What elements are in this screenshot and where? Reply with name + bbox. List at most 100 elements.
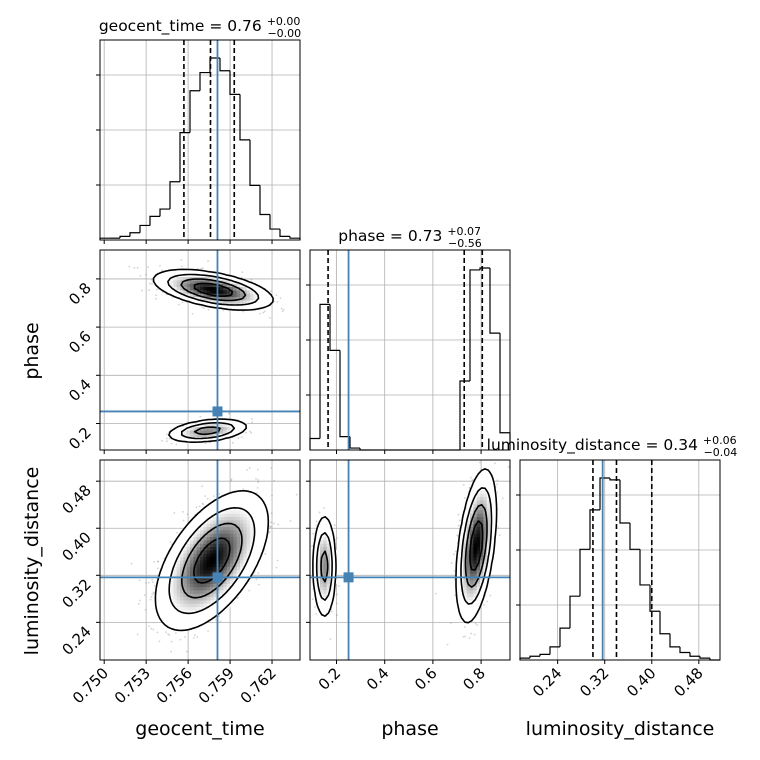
density-cell bbox=[196, 563, 201, 568]
density-cell bbox=[250, 543, 254, 548]
density-cell bbox=[243, 493, 248, 498]
density-cell bbox=[193, 606, 198, 611]
density-cell bbox=[230, 550, 234, 554]
density-cell bbox=[193, 290, 198, 294]
density-cell bbox=[206, 596, 211, 601]
density-cell bbox=[163, 566, 168, 571]
sample-point bbox=[158, 640, 161, 643]
density-cell bbox=[170, 596, 174, 601]
density-cell bbox=[246, 506, 251, 511]
density-cell bbox=[203, 613, 208, 618]
density-cell bbox=[246, 493, 251, 498]
density-cell bbox=[233, 533, 238, 538]
density-cell bbox=[210, 280, 214, 284]
density-cell bbox=[240, 490, 244, 494]
density-cell bbox=[223, 423, 228, 428]
density-cell bbox=[213, 533, 218, 538]
sample-point bbox=[269, 526, 272, 528]
density-cell bbox=[236, 523, 241, 528]
density-cell bbox=[173, 600, 178, 604]
density-cell bbox=[250, 566, 254, 571]
density-cell bbox=[163, 283, 168, 288]
density-cell bbox=[206, 423, 211, 428]
density-cell bbox=[220, 290, 224, 294]
density-cell bbox=[160, 286, 164, 291]
hist-bin-luminosity_distance bbox=[629, 523, 640, 550]
hist-bin-luminosity_distance bbox=[689, 652, 700, 657]
density-cell bbox=[206, 583, 211, 588]
density-cell bbox=[180, 293, 184, 298]
sample-point bbox=[168, 634, 171, 636]
density-cell bbox=[213, 553, 218, 558]
density-cell bbox=[200, 570, 204, 574]
density-cell bbox=[230, 530, 234, 534]
density-cell bbox=[220, 283, 224, 288]
density-cell bbox=[170, 290, 174, 294]
density-cell bbox=[176, 573, 181, 578]
density-cell bbox=[183, 573, 188, 578]
density-cell bbox=[250, 526, 254, 531]
density-cell bbox=[203, 536, 208, 541]
density-cell bbox=[170, 610, 174, 614]
density-cell bbox=[260, 500, 264, 504]
density-cell bbox=[173, 553, 178, 558]
density-cell bbox=[186, 600, 191, 604]
density-cell bbox=[250, 506, 254, 511]
density-cell bbox=[210, 516, 214, 521]
density-cell bbox=[210, 586, 214, 591]
density-cell bbox=[233, 536, 238, 541]
density-cell bbox=[226, 530, 231, 534]
density-cell bbox=[203, 550, 208, 554]
density-cell bbox=[186, 613, 191, 618]
density-cell bbox=[263, 296, 268, 301]
density-cell bbox=[246, 283, 251, 288]
density-cell bbox=[190, 553, 194, 558]
density-cell bbox=[220, 426, 224, 431]
density-cell bbox=[233, 503, 238, 508]
density-cell bbox=[166, 560, 171, 564]
density-cell bbox=[190, 616, 194, 621]
density-cell bbox=[230, 520, 234, 524]
density-cell bbox=[186, 610, 191, 614]
density-cell bbox=[170, 590, 174, 594]
sample-point bbox=[207, 630, 209, 632]
density-cell bbox=[223, 513, 228, 518]
density-cell bbox=[226, 503, 231, 508]
density-cell bbox=[223, 570, 228, 574]
sample-point bbox=[232, 441, 234, 444]
sample-point bbox=[150, 278, 153, 281]
density-cell bbox=[243, 523, 248, 528]
sample-point bbox=[318, 511, 321, 514]
density-cell bbox=[173, 580, 178, 584]
density-cell bbox=[160, 600, 164, 604]
density-cell bbox=[230, 513, 234, 518]
sample-point bbox=[240, 276, 243, 279]
density-cell bbox=[163, 586, 168, 591]
density-cell bbox=[190, 596, 194, 601]
density-cell bbox=[193, 613, 198, 618]
density-cell bbox=[233, 276, 238, 281]
density-cell bbox=[170, 603, 174, 608]
density-cell bbox=[256, 543, 261, 548]
density-cell bbox=[206, 566, 211, 571]
density-cell bbox=[243, 550, 248, 554]
density-cell bbox=[246, 533, 251, 538]
hist-bin-geocent_time bbox=[179, 132, 190, 182]
density-cell bbox=[193, 580, 198, 584]
density-cell bbox=[196, 623, 201, 628]
density-cell bbox=[216, 586, 221, 591]
sample-point bbox=[182, 519, 185, 522]
sample-point bbox=[136, 266, 139, 269]
sample-point bbox=[168, 437, 171, 440]
density-cell bbox=[180, 436, 184, 441]
density-cell bbox=[200, 616, 204, 621]
density-cell bbox=[203, 616, 208, 621]
density-cell bbox=[196, 600, 201, 604]
density-cell bbox=[260, 293, 264, 298]
density-cell bbox=[193, 533, 198, 538]
sample-point bbox=[268, 317, 271, 319]
density-cell bbox=[233, 530, 238, 534]
density-cell bbox=[246, 296, 251, 301]
density-cell bbox=[243, 496, 248, 501]
